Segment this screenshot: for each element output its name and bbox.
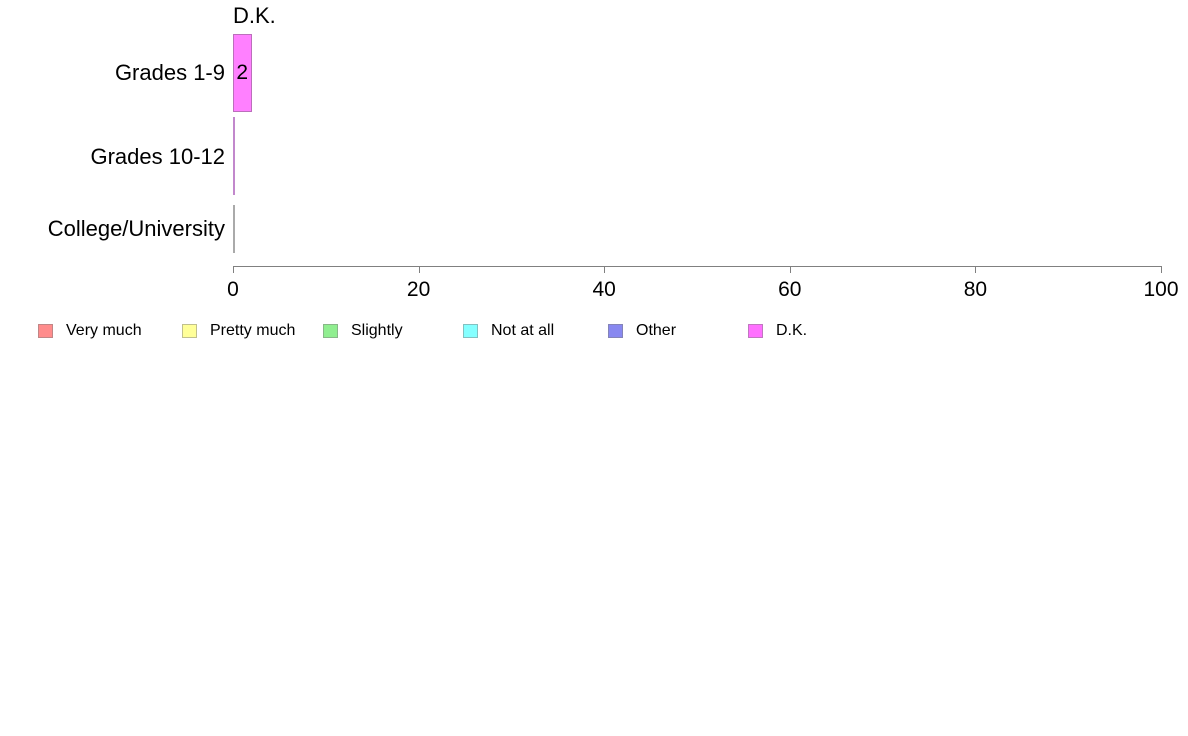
legend-swatch (323, 324, 338, 338)
x-axis-tick (975, 267, 977, 273)
legend-swatch (38, 324, 53, 338)
legend-swatch (182, 324, 197, 338)
legend-swatch (608, 324, 623, 338)
legend-label: D.K. (776, 322, 808, 339)
x-axis-tick-label: 100 (1143, 278, 1179, 301)
x-axis-tick (233, 267, 234, 273)
x-axis-tick (604, 267, 606, 273)
bar-value-label: 2 (236, 61, 249, 84)
chart-title: D.K. (233, 3, 276, 28)
x-axis-line (233, 266, 1162, 267)
legend-item-slightly: Slightly (323, 322, 403, 340)
bar-grades-1-9: 2 (233, 34, 252, 112)
zero-value-bar-line (233, 117, 235, 195)
legend-item-pretty-much: Pretty much (182, 322, 295, 340)
legend-item-not-at-all: Not at all (463, 322, 554, 340)
legend-label: Very much (66, 322, 142, 339)
category-label: Grades 1-9 (114, 60, 225, 85)
legend-label: Slightly (351, 322, 403, 339)
legend-label: Other (636, 322, 677, 339)
x-axis-tick-label: 80 (963, 278, 988, 301)
x-axis-tick-label: 60 (778, 278, 802, 301)
category-label: College/University (47, 216, 225, 241)
legend-swatch (463, 324, 478, 338)
zero-value-bar-line (233, 205, 235, 253)
x-axis-tick-label: 0 (227, 278, 239, 301)
legend-item-very-much: Very much (38, 322, 142, 340)
legend-swatch (748, 324, 763, 338)
legend-label: Pretty much (210, 322, 296, 339)
x-axis-tick-label: 20 (406, 278, 431, 301)
x-axis-tick (789, 267, 791, 273)
legend-label: Not at all (491, 322, 555, 339)
x-axis-tick (418, 267, 420, 273)
x-axis-tick (1161, 267, 1162, 273)
x-axis-tick-label: 40 (592, 278, 616, 301)
legend-item-d-k-: D.K. (748, 322, 807, 340)
category-label: Grades 10-12 (90, 144, 225, 169)
legend-item-other: Other (608, 322, 676, 340)
